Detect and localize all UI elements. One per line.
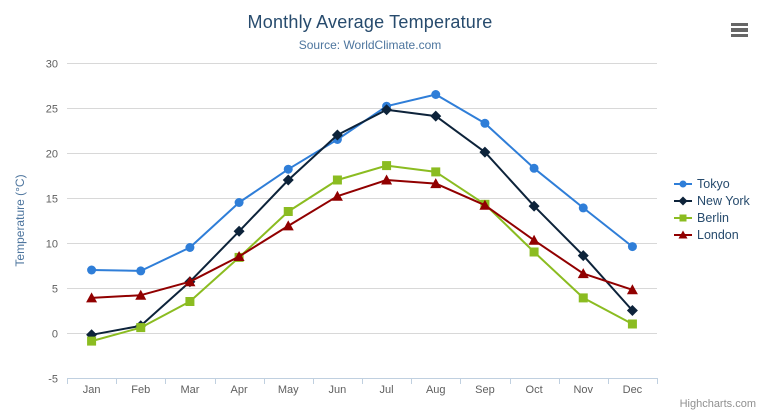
- data-point-marker-tokyo[interactable]: [185, 243, 195, 252]
- data-point-marker-new-york[interactable]: [430, 110, 442, 122]
- data-point-marker-new-york[interactable]: [381, 104, 393, 116]
- x-axis-label: Sep: [475, 384, 495, 396]
- y-axis-tick-label: 30: [46, 59, 58, 71]
- series-tokyo: [87, 90, 637, 276]
- y-axis-tick-label: 15: [46, 194, 58, 206]
- data-point-marker-new-york[interactable]: [282, 174, 294, 186]
- legend-item-new-york[interactable]: New York: [674, 193, 750, 208]
- y-axis-tick-label: 5: [52, 284, 58, 296]
- y-axis-tick-label: 20: [46, 149, 58, 161]
- data-point-marker-tokyo[interactable]: [87, 265, 97, 275]
- y-axis-tick-label: 25: [46, 104, 58, 116]
- data-point-marker-tokyo[interactable]: [431, 90, 441, 99]
- series-line-berlin: [90, 164, 634, 343]
- x-axis-label: Mar: [180, 384, 199, 396]
- chart-subtitle: Source: WorldClimate.com: [298, 38, 442, 52]
- x-axis-label: Dec: [623, 384, 643, 396]
- data-point-marker-new-york[interactable]: [479, 146, 491, 158]
- series-london: [86, 174, 638, 303]
- data-point-marker-london[interactable]: [282, 220, 294, 231]
- data-point-marker-london[interactable]: [381, 174, 393, 185]
- data-point-marker-tokyo[interactable]: [627, 242, 637, 252]
- x-axis-label: Oct: [526, 384, 543, 396]
- data-point-marker-berlin[interactable]: [283, 207, 293, 216]
- credits-link[interactable]: Highcharts.com: [679, 398, 756, 410]
- series-line-london: [90, 179, 634, 299]
- data-point-marker-berlin[interactable]: [136, 323, 146, 333]
- data-point-marker-tokyo[interactable]: [136, 266, 146, 276]
- data-point-marker-berlin[interactable]: [87, 336, 97, 346]
- data-point-marker-new-york[interactable]: [331, 129, 343, 141]
- data-point-marker-tokyo[interactable]: [578, 203, 588, 213]
- legend-item-london[interactable]: London: [674, 227, 750, 242]
- legend-marker-square-icon: [674, 214, 692, 221]
- data-point-marker-berlin[interactable]: [627, 319, 637, 329]
- legend-symbol-london: [678, 230, 688, 238]
- hamburger-icon: [731, 28, 748, 32]
- x-axis-label: Jul: [380, 384, 394, 396]
- y-axis-title: Temperature (°C): [13, 174, 27, 266]
- data-point-marker-new-york[interactable]: [233, 225, 245, 237]
- y-axis-tick-label: 10: [46, 239, 58, 251]
- chart-header: Monthly Average Temperature Source: Worl…: [0, 12, 740, 52]
- y-axis-tick-label: 0: [52, 329, 58, 341]
- data-point-marker-london[interactable]: [233, 251, 245, 261]
- hamburger-icon: [731, 33, 748, 38]
- data-point-marker-london[interactable]: [577, 268, 589, 279]
- x-axis-label: Apr: [231, 384, 248, 396]
- x-axis-label: Jan: [83, 384, 101, 396]
- data-point-marker-new-york[interactable]: [577, 250, 589, 262]
- y-axis-tick-label: -5: [48, 374, 58, 386]
- data-point-marker-berlin[interactable]: [382, 161, 392, 171]
- legend-marker-triangle-icon: [674, 230, 692, 238]
- chart-title: Monthly Average Temperature: [247, 12, 493, 32]
- data-point-marker-london[interactable]: [430, 178, 442, 189]
- data-point-marker-tokyo[interactable]: [480, 118, 490, 128]
- legend-symbol-berlin: [679, 214, 687, 221]
- data-point-marker-berlin[interactable]: [529, 247, 539, 257]
- data-point-marker-london[interactable]: [86, 292, 98, 303]
- data-point-marker-london[interactable]: [331, 190, 343, 201]
- series-line-tokyo: [90, 93, 634, 272]
- data-point-marker-new-york[interactable]: [626, 305, 638, 316]
- legend-symbol-new-york: [678, 196, 688, 205]
- data-point-marker-new-york[interactable]: [528, 200, 540, 212]
- x-axis-label: Aug: [426, 384, 446, 396]
- data-point-marker-tokyo[interactable]: [529, 163, 539, 173]
- data-point-marker-london[interactable]: [184, 276, 196, 287]
- legend-marker-diamond-icon: [674, 196, 692, 205]
- data-point-marker-berlin[interactable]: [332, 175, 342, 185]
- data-point-marker-london[interactable]: [479, 199, 491, 210]
- x-axis-label: Jun: [329, 384, 347, 396]
- legend-item-tokyo[interactable]: Tokyo: [674, 176, 750, 191]
- data-point-marker-london[interactable]: [528, 234, 540, 245]
- hamburger-icon: [731, 22, 748, 27]
- legend-marker-circle-icon: [674, 180, 692, 187]
- x-axis-label: Nov: [573, 384, 593, 396]
- data-point-marker-london[interactable]: [626, 284, 638, 295]
- data-point-marker-tokyo[interactable]: [283, 164, 293, 174]
- x-axis-label: Feb: [131, 384, 150, 396]
- x-axis-label: May: [278, 384, 299, 396]
- legend-symbol-tokyo: [679, 180, 687, 187]
- data-point-marker-berlin[interactable]: [431, 167, 441, 177]
- legend-label-tokyo: Tokyo: [697, 176, 730, 191]
- data-point-marker-london[interactable]: [135, 289, 147, 300]
- export-menu-button[interactable]: [728, 19, 752, 41]
- series-new-york: [86, 104, 638, 341]
- data-point-marker-berlin[interactable]: [578, 293, 588, 303]
- legend-item-berlin[interactable]: Berlin: [674, 210, 750, 225]
- data-point-marker-berlin[interactable]: [185, 297, 195, 306]
- series-line-new-york: [90, 108, 634, 336]
- legend-label-berlin: Berlin: [697, 210, 729, 225]
- data-point-marker-tokyo[interactable]: [234, 198, 244, 207]
- legend-label-new-york: New York: [697, 193, 750, 208]
- legend-label-london: London: [697, 227, 739, 242]
- legend: Tokyo New York Berlin London: [674, 176, 750, 242]
